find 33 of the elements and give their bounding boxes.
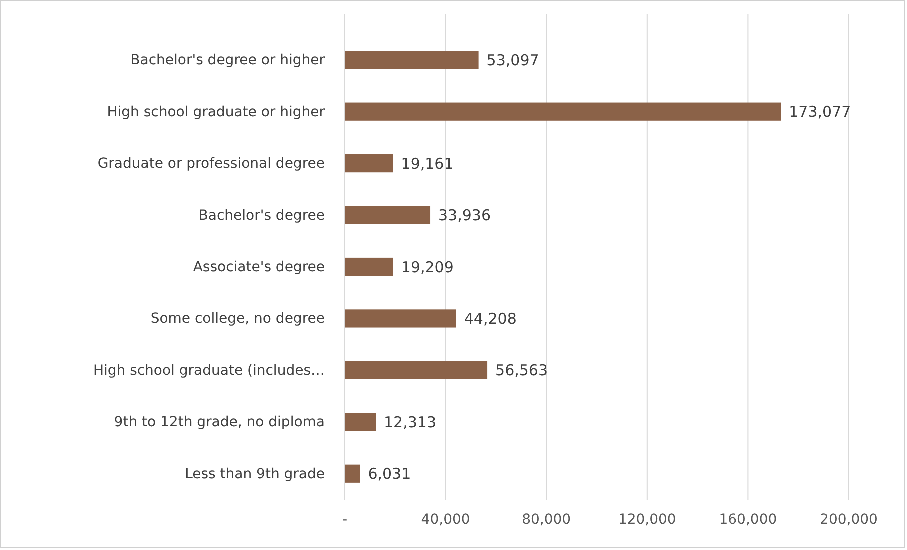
x-tick-label: -	[342, 512, 348, 528]
data-label: 44,208	[464, 310, 517, 328]
bar	[345, 361, 488, 380]
data-label: 19,161	[401, 154, 454, 173]
data-label: 19,209	[401, 258, 454, 276]
y-tick-label: High school graduate or higher	[107, 104, 326, 120]
x-tick-label: 120,000	[618, 512, 676, 528]
data-label: 6,031	[368, 465, 412, 484]
data-label: 12,313	[384, 413, 437, 432]
x-tick-label: 40,000	[421, 512, 470, 528]
data-label: 53,097	[486, 51, 540, 70]
y-tick-label: Associate's degree	[193, 259, 325, 276]
y-tick-label: 9th to 12th grade, no diploma	[114, 414, 325, 431]
data-label: 33,936	[438, 206, 492, 225]
y-tick-label: Graduate or professional degree	[98, 156, 325, 172]
bar	[345, 413, 376, 432]
bar	[345, 206, 431, 224]
bar	[345, 154, 394, 173]
bar	[345, 310, 456, 328]
bar	[345, 258, 394, 276]
y-tick-label: Less than 9th grade	[185, 466, 325, 482]
x-tick-label: 200,000	[820, 512, 878, 528]
x-tick-label: 80,000	[522, 512, 572, 528]
y-tick-label: High school graduate (includes…	[93, 362, 325, 379]
y-tick-label: Bachelor's degree	[198, 208, 325, 224]
bar	[345, 464, 360, 483]
x-tick-label: 160,000	[719, 512, 778, 528]
y-tick-label: Some college, no degree	[150, 311, 325, 328]
data-label: 56,563	[496, 362, 548, 380]
y-tick-label: Bachelor's degree or higher	[130, 52, 326, 69]
bar	[345, 102, 782, 121]
data-label: 173,077	[789, 103, 852, 122]
bar	[345, 51, 479, 70]
